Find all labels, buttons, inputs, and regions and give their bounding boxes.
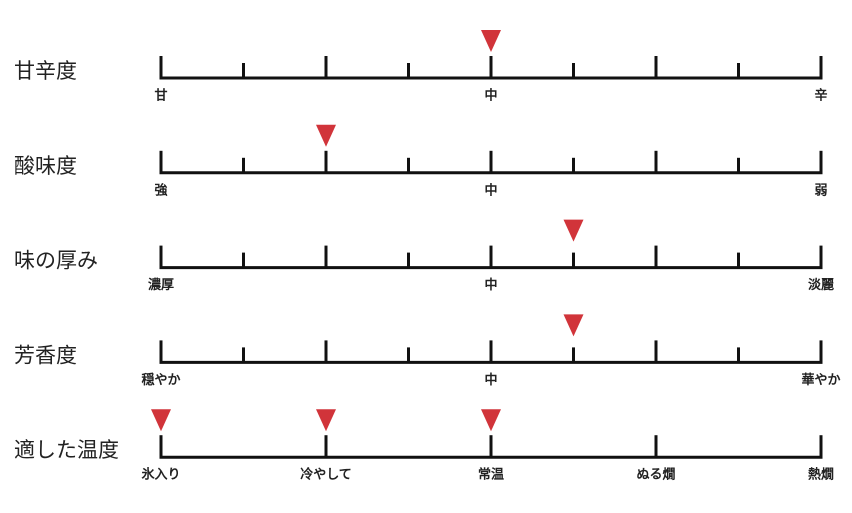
tick-label: 中 [484, 182, 497, 198]
scale-title: 芳香度 [14, 343, 77, 367]
tick-label: 氷入り [141, 467, 180, 483]
tick-label: 辛 [814, 88, 827, 104]
tick-label: 中 [484, 277, 497, 293]
tick-label: 弱 [814, 182, 827, 198]
scale-title: 味の厚み [14, 249, 98, 273]
tick-label: 穏やか [141, 372, 180, 388]
tick-label: 冷やして [300, 467, 352, 483]
tick-label: ぬる燗 [636, 467, 675, 483]
marker [563, 219, 584, 242]
marker [481, 409, 501, 432]
scale-title: 酸味度 [14, 154, 77, 178]
marker [563, 314, 584, 337]
tick-label: 熱燗 [808, 467, 834, 483]
marker [481, 30, 501, 52]
tick-label: 強 [154, 182, 167, 198]
tick-label: 中 [484, 88, 497, 104]
scale-title: 適した温度 [14, 438, 119, 462]
marker [316, 124, 336, 147]
scale-title: 甘辛度 [14, 59, 77, 83]
marker [316, 409, 336, 432]
tick-label: 濃厚 [148, 277, 174, 293]
tick-label: 中 [484, 372, 497, 388]
tick-label: 常温 [478, 467, 504, 483]
marker [151, 409, 171, 432]
tick-label: 華やか [801, 372, 840, 388]
tick-label: 淡麗 [808, 278, 834, 293]
tick-label: 甘 [154, 88, 167, 104]
